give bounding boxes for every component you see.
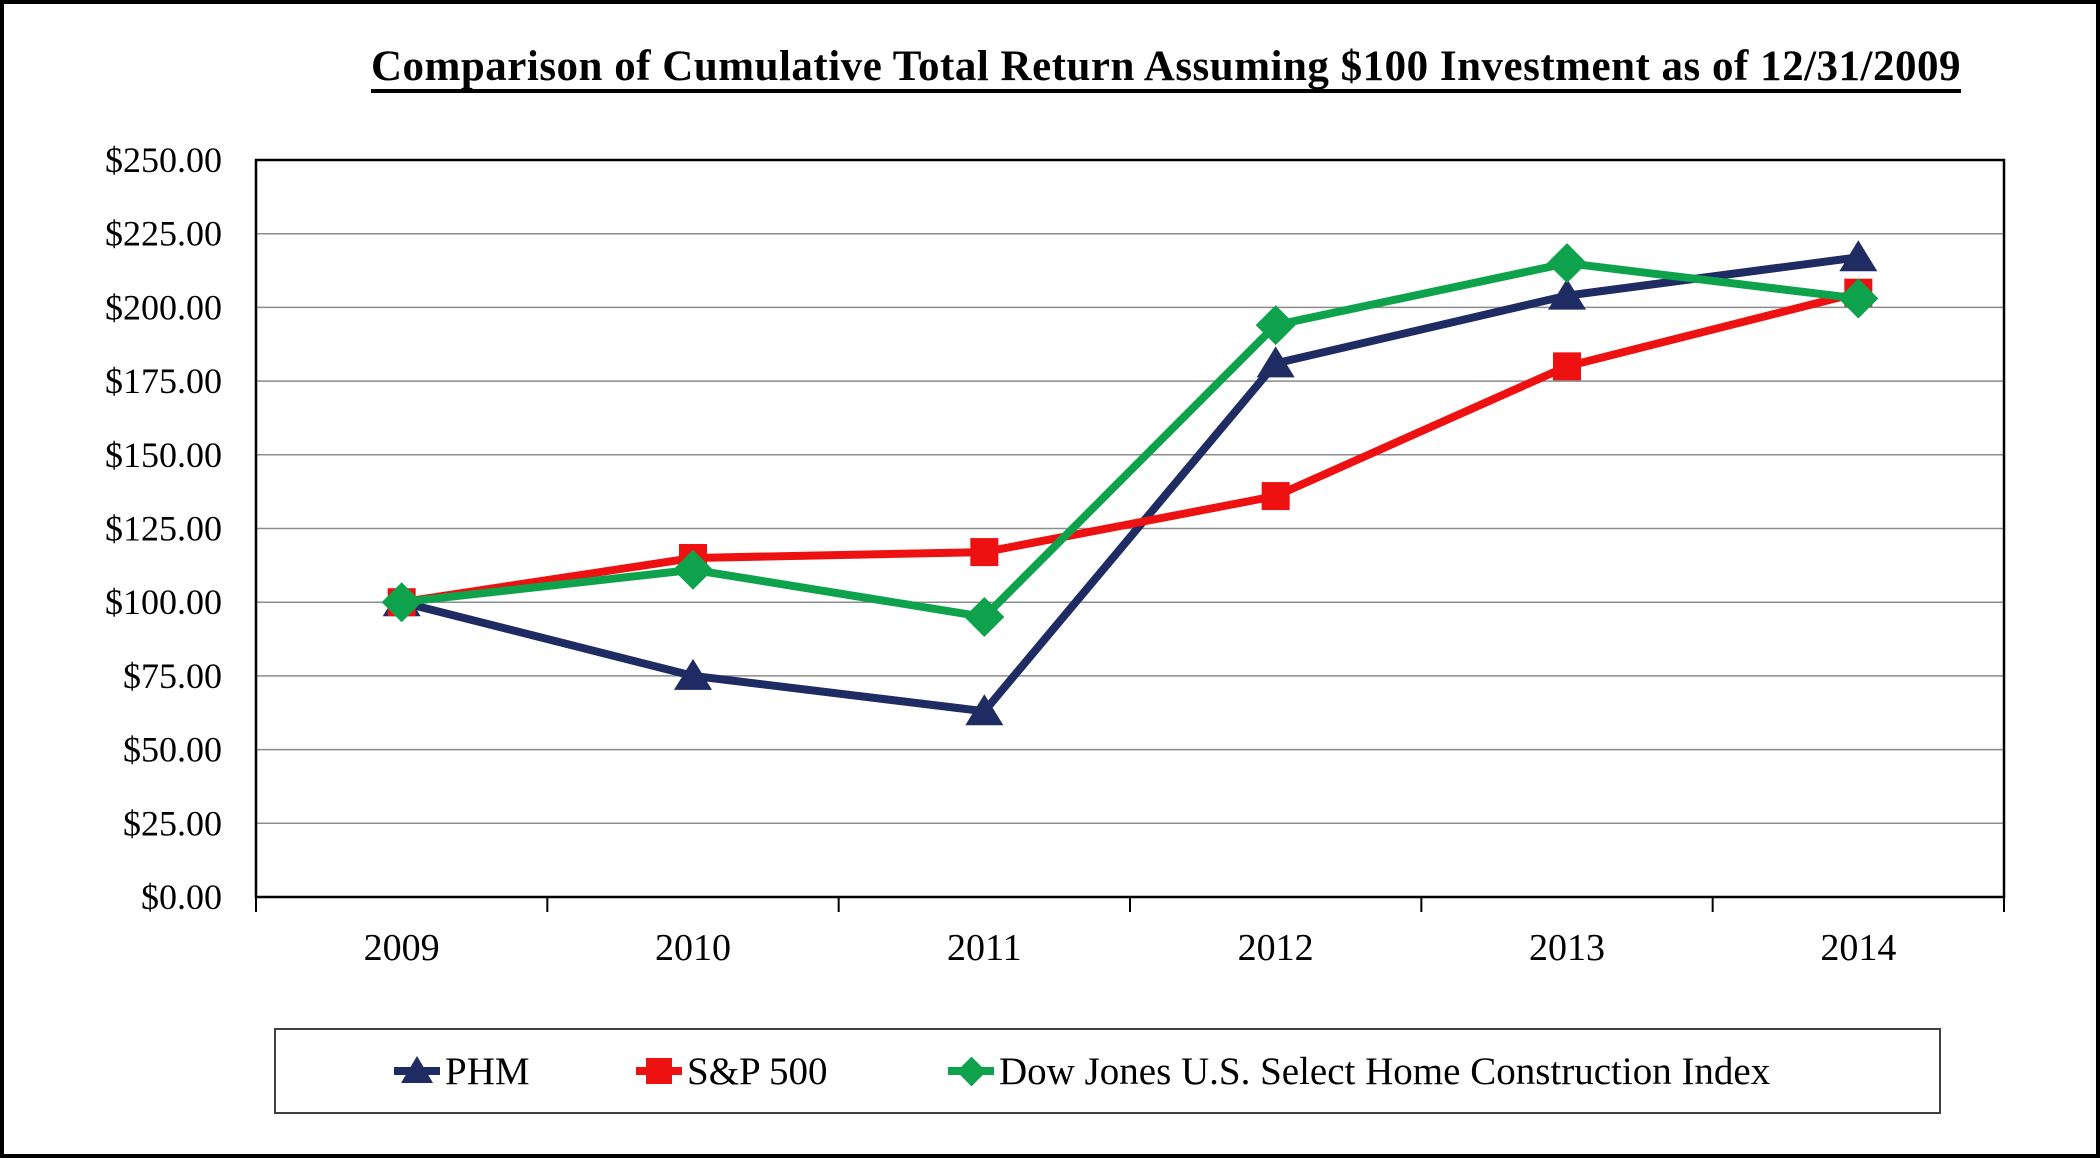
legend-item-sp500: S&P 500 [636, 1030, 828, 1112]
y-tick-label: $125.00 [105, 509, 222, 549]
series-line-dow-jones-u-s-select-home-construction-index [401, 259, 1859, 621]
phm-line-marker-icon [394, 1054, 440, 1088]
series-marker-phm [674, 658, 712, 690]
y-tick-label: $200.00 [105, 287, 222, 327]
y-tick-label: $50.00 [123, 730, 222, 770]
series-marker-s-p-500 [1261, 482, 1290, 511]
series-marker-dow-jones-u-s-select-home-construction-index [1547, 243, 1587, 284]
series-line-s-p-500 [401, 288, 1860, 607]
legend-label-sp500: S&P 500 [687, 1049, 828, 1093]
y-tick-label: $225.00 [105, 214, 222, 254]
series-marker-dow-jones-u-s-select-home-construction-index [964, 596, 1005, 637]
series-marker-s-p-500 [970, 538, 999, 567]
x-tick-label: 2013 [1529, 927, 1605, 969]
x-tick-label: 2012 [1238, 927, 1314, 969]
series-marker-dow-jones-u-s-select-home-construction-index [673, 549, 713, 590]
chart-title: Comparison of Cumulative Total Return As… [371, 43, 1961, 90]
sp500-line-marker-icon [636, 1054, 682, 1088]
legend: PHM S&P 500 Dow Jones U.S. Select Home C… [274, 1028, 1941, 1114]
x-tick-label: 2014 [1820, 927, 1896, 969]
djushci-line-marker-icon [948, 1054, 994, 1088]
y-tick-label: $100.00 [105, 582, 222, 622]
series-marker-phm [1548, 278, 1586, 310]
series-marker-dow-jones-u-s-select-home-construction-index [381, 582, 422, 623]
series-marker-phm [965, 694, 1004, 726]
y-tick-label: $25.00 [123, 803, 222, 843]
series-marker-dow-jones-u-s-select-home-construction-index [1255, 305, 1296, 346]
series-marker-phm [1839, 240, 1878, 272]
x-tick-label: 2011 [947, 927, 1022, 969]
x-tick-label: 2010 [655, 927, 731, 969]
y-tick-label: $175.00 [105, 361, 222, 401]
legend-item-phm: PHM [394, 1030, 530, 1112]
legend-item-djushci: Dow Jones U.S. Select Home Construction … [948, 1030, 1770, 1112]
x-tick-label: 2009 [364, 927, 440, 969]
chart-plot-area: $0.00 $25.00 $50.00 $75.00 $100.00 $125.00 $15… [105, 140, 2006, 969]
y-tick-label: $75.00 [123, 656, 222, 696]
series-marker-dow-jones-u-s-select-home-construction-index [1838, 278, 1879, 319]
y-tick-label: $0.00 [141, 877, 222, 917]
series-marker-s-p-500 [1553, 352, 1581, 381]
y-tick-label: $250.00 [105, 140, 222, 180]
legend-label-phm: PHM [445, 1049, 530, 1093]
series-marker-phm [1256, 346, 1295, 378]
legend-label-djushci: Dow Jones U.S. Select Home Construction … [999, 1049, 1771, 1093]
series-line-phm [400, 253, 1859, 716]
y-tick-label: $150.00 [105, 435, 222, 475]
